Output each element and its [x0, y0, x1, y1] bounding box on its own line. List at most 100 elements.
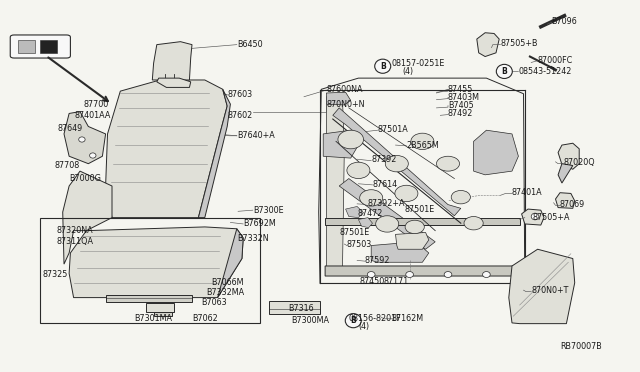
Text: B: B: [351, 316, 356, 325]
Ellipse shape: [376, 216, 399, 232]
Polygon shape: [64, 112, 106, 164]
Polygon shape: [509, 249, 575, 324]
Polygon shape: [339, 179, 435, 249]
Bar: [18, 40, 35, 53]
Polygon shape: [157, 78, 191, 87]
Text: 87320NA: 87320NA: [56, 226, 93, 235]
Text: B7300E: B7300E: [253, 206, 284, 215]
Text: B7332MA: B7332MA: [206, 288, 244, 296]
Ellipse shape: [497, 64, 513, 78]
Text: B7300MA: B7300MA: [291, 316, 329, 325]
Polygon shape: [198, 89, 230, 218]
Polygon shape: [396, 232, 429, 249]
Polygon shape: [106, 80, 227, 218]
Text: 87501E: 87501E: [404, 205, 435, 214]
Text: 87505+B: 87505+B: [500, 39, 538, 48]
Ellipse shape: [483, 272, 490, 278]
Text: B7692M: B7692M: [243, 219, 276, 228]
Polygon shape: [333, 108, 461, 216]
Ellipse shape: [385, 155, 408, 172]
FancyBboxPatch shape: [10, 35, 70, 58]
Text: 87392+A: 87392+A: [368, 199, 406, 208]
Polygon shape: [371, 242, 429, 262]
Text: (4): (4): [402, 67, 413, 76]
Polygon shape: [154, 312, 172, 316]
Text: 87600NA: 87600NA: [326, 85, 363, 94]
Text: 87503: 87503: [347, 240, 372, 249]
Polygon shape: [326, 92, 351, 105]
Text: 87592: 87592: [365, 256, 390, 265]
Polygon shape: [152, 42, 192, 80]
Text: 87492: 87492: [448, 109, 474, 118]
Polygon shape: [325, 266, 520, 276]
Text: 87401AA: 87401AA: [74, 111, 111, 120]
Ellipse shape: [347, 162, 370, 179]
Text: B7301MA: B7301MA: [134, 314, 172, 323]
Ellipse shape: [406, 272, 413, 278]
Ellipse shape: [405, 220, 424, 234]
Polygon shape: [269, 301, 320, 314]
Text: 87501E: 87501E: [339, 228, 369, 237]
Ellipse shape: [90, 153, 96, 158]
Polygon shape: [63, 171, 112, 264]
Text: 08156-8201F: 08156-8201F: [349, 314, 401, 323]
Ellipse shape: [444, 272, 452, 278]
Text: 87472: 87472: [357, 209, 383, 218]
Ellipse shape: [531, 213, 539, 220]
Ellipse shape: [464, 217, 483, 230]
Text: 2B565M: 2B565M: [406, 141, 439, 150]
Ellipse shape: [395, 185, 418, 202]
Polygon shape: [146, 303, 174, 312]
Text: 87501A: 87501A: [378, 125, 408, 134]
Text: B: B: [502, 67, 507, 76]
Text: 87614: 87614: [372, 180, 397, 189]
Text: 87450: 87450: [360, 278, 385, 286]
Text: 870N0+N: 870N0+N: [326, 100, 365, 109]
Text: 87403M: 87403M: [448, 93, 480, 102]
Bar: [40, 40, 57, 53]
Text: B7640+A: B7640+A: [237, 131, 275, 140]
Text: 87603: 87603: [227, 90, 252, 99]
Ellipse shape: [411, 133, 434, 150]
Text: B7063: B7063: [202, 298, 227, 307]
Polygon shape: [218, 229, 243, 298]
Text: B7062: B7062: [192, 314, 218, 323]
Polygon shape: [106, 295, 192, 302]
Text: 87311QA: 87311QA: [56, 237, 93, 246]
Text: (4): (4): [358, 322, 369, 331]
Ellipse shape: [451, 190, 470, 204]
Polygon shape: [477, 33, 499, 57]
Text: B7000G: B7000G: [69, 174, 101, 183]
Text: RB70007B: RB70007B: [560, 342, 602, 351]
Text: B6450: B6450: [237, 40, 262, 49]
Text: 87602: 87602: [227, 111, 252, 120]
Polygon shape: [346, 206, 364, 218]
Ellipse shape: [436, 156, 460, 171]
Polygon shape: [325, 218, 520, 225]
Text: 87162M: 87162M: [392, 314, 424, 323]
Polygon shape: [358, 218, 372, 228]
Text: 87401A: 87401A: [512, 188, 543, 197]
Text: B7066M: B7066M: [211, 278, 244, 287]
Polygon shape: [522, 209, 544, 225]
Polygon shape: [556, 193, 575, 208]
Polygon shape: [326, 97, 344, 275]
Ellipse shape: [338, 130, 364, 149]
Text: B7405: B7405: [448, 101, 474, 110]
Text: 87708: 87708: [54, 161, 79, 170]
Text: 87700: 87700: [83, 100, 108, 109]
Polygon shape: [323, 130, 358, 158]
Text: B: B: [380, 62, 385, 71]
Text: 87455: 87455: [448, 85, 474, 94]
Text: 87020Q: 87020Q: [563, 158, 595, 167]
Ellipse shape: [367, 272, 375, 278]
Polygon shape: [69, 227, 243, 298]
Text: 87000FC: 87000FC: [538, 56, 573, 65]
Text: 87392: 87392: [371, 155, 397, 164]
Ellipse shape: [360, 190, 383, 206]
Bar: [40, 218, 260, 323]
Polygon shape: [474, 130, 518, 175]
Text: 08157-0251E: 08157-0251E: [392, 59, 445, 68]
Text: 870N0+T: 870N0+T: [531, 286, 568, 295]
Ellipse shape: [375, 59, 390, 73]
